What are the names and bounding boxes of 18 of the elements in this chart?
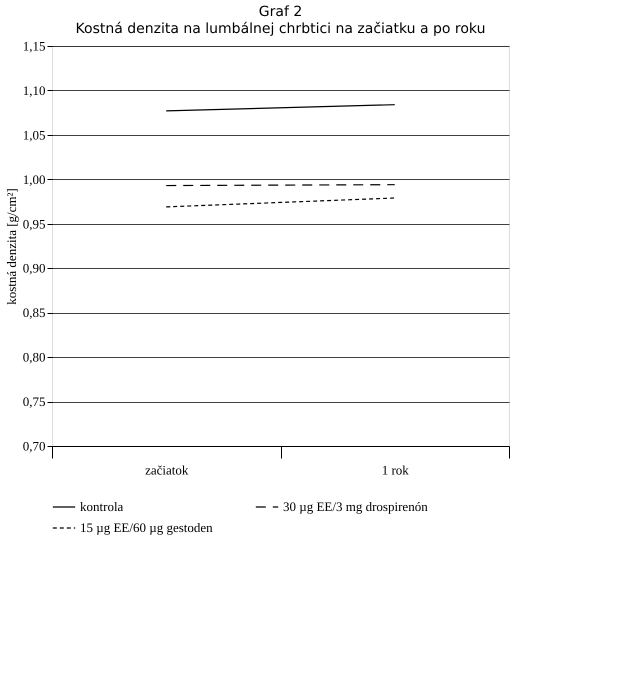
x-tick-label: začiatok — [145, 462, 189, 478]
y-axis-title: kostná denzita [g/cm²] — [4, 188, 19, 305]
y-tick-label: 1,00 — [22, 172, 46, 187]
chart-title: Graf 2 — [258, 4, 302, 20]
x-tick-label: 1 rok — [382, 462, 410, 478]
y-tick-label: 0,95 — [22, 216, 46, 232]
legend-label: 15 µg EE/60 µg gestoden — [80, 520, 214, 535]
y-tick-label: 0,75 — [22, 394, 46, 410]
y-tick-label: 0,80 — [22, 350, 46, 365]
legend-label: 30 µg EE/3 mg drospirenón — [283, 499, 428, 514]
y-tick-label: 1,05 — [22, 127, 46, 142]
y-tick-label: 0,85 — [22, 305, 46, 320]
y-tick-label: 0,70 — [22, 438, 46, 454]
y-tick-label: 1,10 — [22, 82, 46, 98]
legend-label: kontrola — [80, 499, 124, 514]
y-tick-label: 0,90 — [22, 260, 46, 276]
chart-subtitle: Kostná denzita na lumbálnej chrbtici na začiatku a po roku — [76, 21, 486, 37]
y-tick-label: 1,15 — [22, 38, 46, 54]
